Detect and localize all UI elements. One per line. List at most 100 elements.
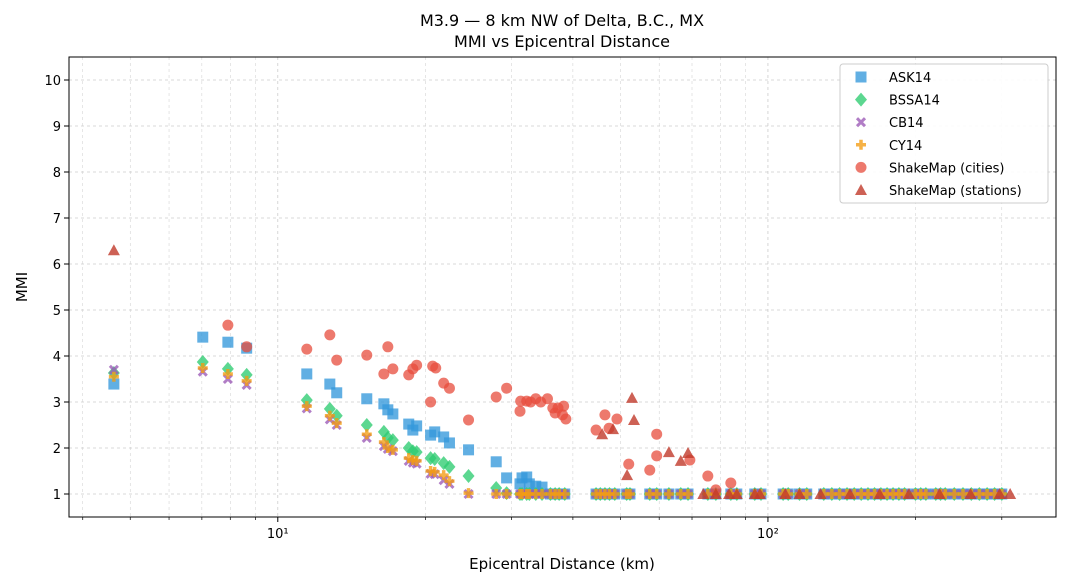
data-point bbox=[387, 444, 398, 455]
data-point bbox=[590, 424, 602, 436]
plot-frame bbox=[68, 56, 1057, 518]
data-point bbox=[331, 387, 343, 399]
data-point bbox=[609, 489, 620, 499]
data-point bbox=[240, 367, 253, 382]
data-point bbox=[361, 429, 372, 440]
data-point bbox=[196, 354, 209, 369]
data-point bbox=[530, 480, 542, 492]
data-point bbox=[523, 478, 535, 490]
data-point bbox=[651, 428, 663, 440]
data-point bbox=[725, 477, 737, 489]
data-point bbox=[108, 364, 119, 375]
data-point bbox=[197, 362, 208, 373]
data-point bbox=[443, 437, 455, 449]
data-points bbox=[107, 244, 1017, 501]
data-point bbox=[428, 452, 441, 467]
data-point bbox=[1004, 488, 1017, 499]
data-point bbox=[623, 458, 635, 470]
data-point bbox=[382, 341, 394, 353]
data-point bbox=[621, 469, 634, 481]
data-point bbox=[682, 447, 695, 459]
data-point bbox=[438, 470, 449, 481]
data-point bbox=[625, 391, 638, 403]
data-point bbox=[964, 488, 977, 499]
data-point bbox=[753, 488, 766, 499]
data-point bbox=[463, 444, 475, 456]
data-point bbox=[430, 362, 442, 374]
data-point bbox=[949, 489, 960, 499]
x-axis-label: Epicentral Distance (km) bbox=[469, 555, 655, 573]
data-point bbox=[197, 331, 209, 343]
data-point bbox=[361, 393, 373, 405]
data-point bbox=[801, 489, 812, 499]
legend-marker bbox=[855, 161, 867, 173]
data-point bbox=[324, 410, 335, 421]
data-point bbox=[107, 244, 120, 256]
y-axis-label: MMI bbox=[13, 272, 31, 302]
data-point bbox=[596, 428, 609, 440]
data-point bbox=[903, 488, 916, 499]
data-point bbox=[873, 488, 886, 499]
data-point bbox=[651, 450, 663, 462]
data-point bbox=[793, 488, 806, 499]
data-point bbox=[411, 420, 423, 432]
axis-ticks: 10¹ 10² 1 2 3 4 5 6 7 8 9 10 bbox=[44, 74, 1003, 542]
data-point bbox=[723, 488, 736, 499]
data-point bbox=[108, 378, 120, 390]
data-point bbox=[378, 437, 389, 448]
data-point bbox=[491, 489, 502, 499]
legend-box bbox=[839, 63, 1049, 204]
data-point bbox=[387, 363, 399, 375]
data-point bbox=[443, 459, 456, 474]
data-point bbox=[843, 488, 856, 499]
data-point bbox=[360, 418, 373, 432]
data-point bbox=[490, 456, 502, 468]
x-tick-label: 10¹ bbox=[267, 527, 289, 542]
data-point bbox=[559, 489, 570, 499]
data-point bbox=[662, 446, 675, 458]
data-point bbox=[386, 433, 399, 448]
data-point bbox=[627, 413, 640, 425]
data-point bbox=[438, 431, 450, 443]
y-tick-label: 7 bbox=[53, 212, 61, 227]
data-point bbox=[541, 393, 553, 405]
legend-label: CB14 bbox=[889, 116, 924, 131]
legend-label: CY14 bbox=[889, 139, 922, 154]
data-point bbox=[683, 489, 694, 499]
data-point bbox=[301, 343, 313, 355]
legend-label: BSSA14 bbox=[889, 94, 940, 109]
chart-title: M3.9 — 8 km NW of Delta, B.C., MX bbox=[420, 11, 704, 30]
y-tick-label: 8 bbox=[53, 166, 61, 181]
data-point bbox=[501, 472, 513, 484]
data-point bbox=[222, 336, 234, 348]
data-point bbox=[920, 489, 931, 499]
data-point bbox=[463, 488, 474, 499]
data-point bbox=[933, 488, 946, 499]
legend-marker bbox=[855, 71, 867, 83]
data-point bbox=[387, 408, 399, 420]
data-point bbox=[607, 423, 620, 435]
data-point bbox=[331, 418, 342, 429]
data-point bbox=[241, 341, 253, 353]
data-point bbox=[651, 489, 662, 499]
data-point bbox=[378, 398, 390, 410]
y-tick-label: 5 bbox=[53, 304, 61, 319]
data-point bbox=[558, 400, 570, 412]
data-point bbox=[779, 488, 792, 499]
y-tick-label: 10 bbox=[44, 74, 61, 89]
y-tick-label: 3 bbox=[53, 396, 61, 411]
data-point bbox=[403, 418, 415, 430]
data-point bbox=[241, 375, 252, 386]
data-point bbox=[814, 488, 827, 499]
data-point bbox=[222, 319, 234, 331]
series-cy14 bbox=[108, 362, 1007, 499]
y-tick-label: 2 bbox=[53, 442, 61, 457]
legend: ASK14 BSSA14 CB14 CY14 ShakeMap (cities) Shak… bbox=[839, 63, 1049, 204]
legend-label: ASK14 bbox=[889, 71, 931, 86]
data-point bbox=[957, 489, 968, 499]
data-point bbox=[993, 488, 1006, 499]
data-point bbox=[324, 329, 336, 341]
data-point bbox=[702, 470, 714, 482]
data-point bbox=[644, 464, 656, 476]
